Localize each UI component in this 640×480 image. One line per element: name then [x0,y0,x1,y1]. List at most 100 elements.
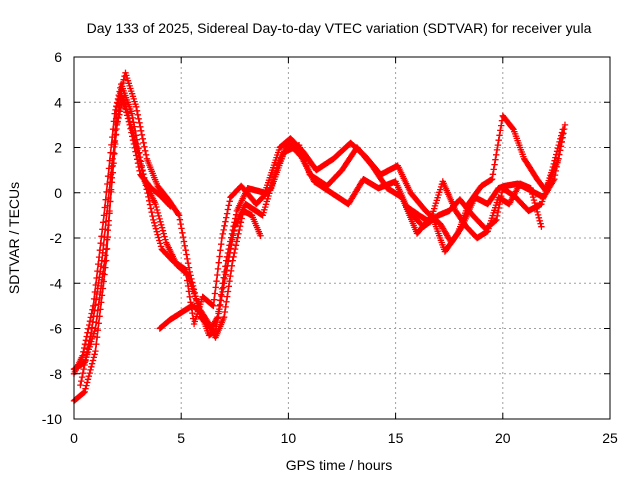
data-point [489,171,497,178]
data-point [537,220,544,227]
data-point [129,133,136,140]
data-point [218,285,226,293]
data-point [220,226,227,234]
data-point [140,139,147,146]
y-tick-label: 2 [54,140,62,156]
data-point [193,296,200,303]
data-point [493,151,500,158]
data-point [158,224,166,231]
data-point [225,202,232,209]
data-point [538,223,545,230]
data-point [209,302,216,309]
data-point [110,149,117,156]
data-point [182,247,189,254]
data-point [225,245,232,253]
data-point [138,131,146,138]
data-point [224,206,232,213]
data-point [231,245,239,253]
data-point [223,298,230,305]
data-point [110,118,118,125]
data-point [222,303,229,311]
data-point [189,309,196,317]
data-point [236,223,244,230]
data-point [496,132,503,139]
data-point [114,119,121,127]
data-point [106,179,114,186]
data-point [124,112,131,119]
data-point [490,166,497,173]
data-point [557,142,565,150]
data-point [155,234,162,241]
data-point [90,313,97,320]
data-point [118,93,126,100]
data-point [153,203,160,211]
data-point [131,144,138,151]
data-point [220,274,227,281]
data-point [88,363,95,370]
data-point [157,218,164,225]
data-point [120,76,127,83]
data-point [153,206,161,214]
data-point [151,222,159,229]
data-point [81,344,88,352]
x-tick-label: 15 [388,430,404,446]
data-point [142,151,150,158]
data-point [81,361,88,369]
data-point [92,296,100,303]
data-point [534,211,542,219]
data-point [192,293,199,300]
data-point [102,264,109,271]
data-point [557,147,564,154]
data-point [102,218,110,225]
data-point [132,127,139,135]
data-point [80,365,87,373]
data-point [178,225,185,232]
data-point [230,223,237,230]
data-point [108,174,116,181]
data-point [259,212,266,219]
data-point [228,262,236,269]
data-point [236,226,243,234]
data-point [139,166,146,174]
data-point [146,197,153,204]
series-track-4 [77,90,174,389]
data-point [127,125,134,132]
data-point [154,231,161,238]
data-point [226,278,233,285]
data-point [494,141,502,149]
data-point [212,284,219,291]
data-point [529,190,536,198]
data-point [84,345,92,353]
data-point [219,230,226,238]
data-point [95,320,102,327]
data-point [189,279,196,286]
data-point [262,203,269,211]
data-point [106,186,113,194]
data-point [146,201,154,208]
data-point [92,302,99,309]
data-point [124,115,132,122]
data-point [224,293,231,300]
data-point [136,149,143,156]
x-tick-label: 25 [602,430,618,446]
data-point [264,195,271,202]
data-point [529,193,537,201]
data-point [91,307,98,314]
y-tick-label: 0 [54,185,62,201]
data-point [152,200,159,208]
data-point [159,227,167,234]
data-point [135,115,142,122]
series-track-3 [70,80,569,377]
data-point [166,202,173,209]
data-point [90,354,97,361]
data-point [237,219,245,226]
y-tick-label: -4 [50,275,63,291]
data-point [86,318,94,325]
x-tick-label: 5 [177,430,185,446]
data-point [135,163,142,171]
data-point [179,229,186,236]
grid-layer [74,57,610,419]
data-point [103,210,110,217]
data-point [155,212,162,220]
